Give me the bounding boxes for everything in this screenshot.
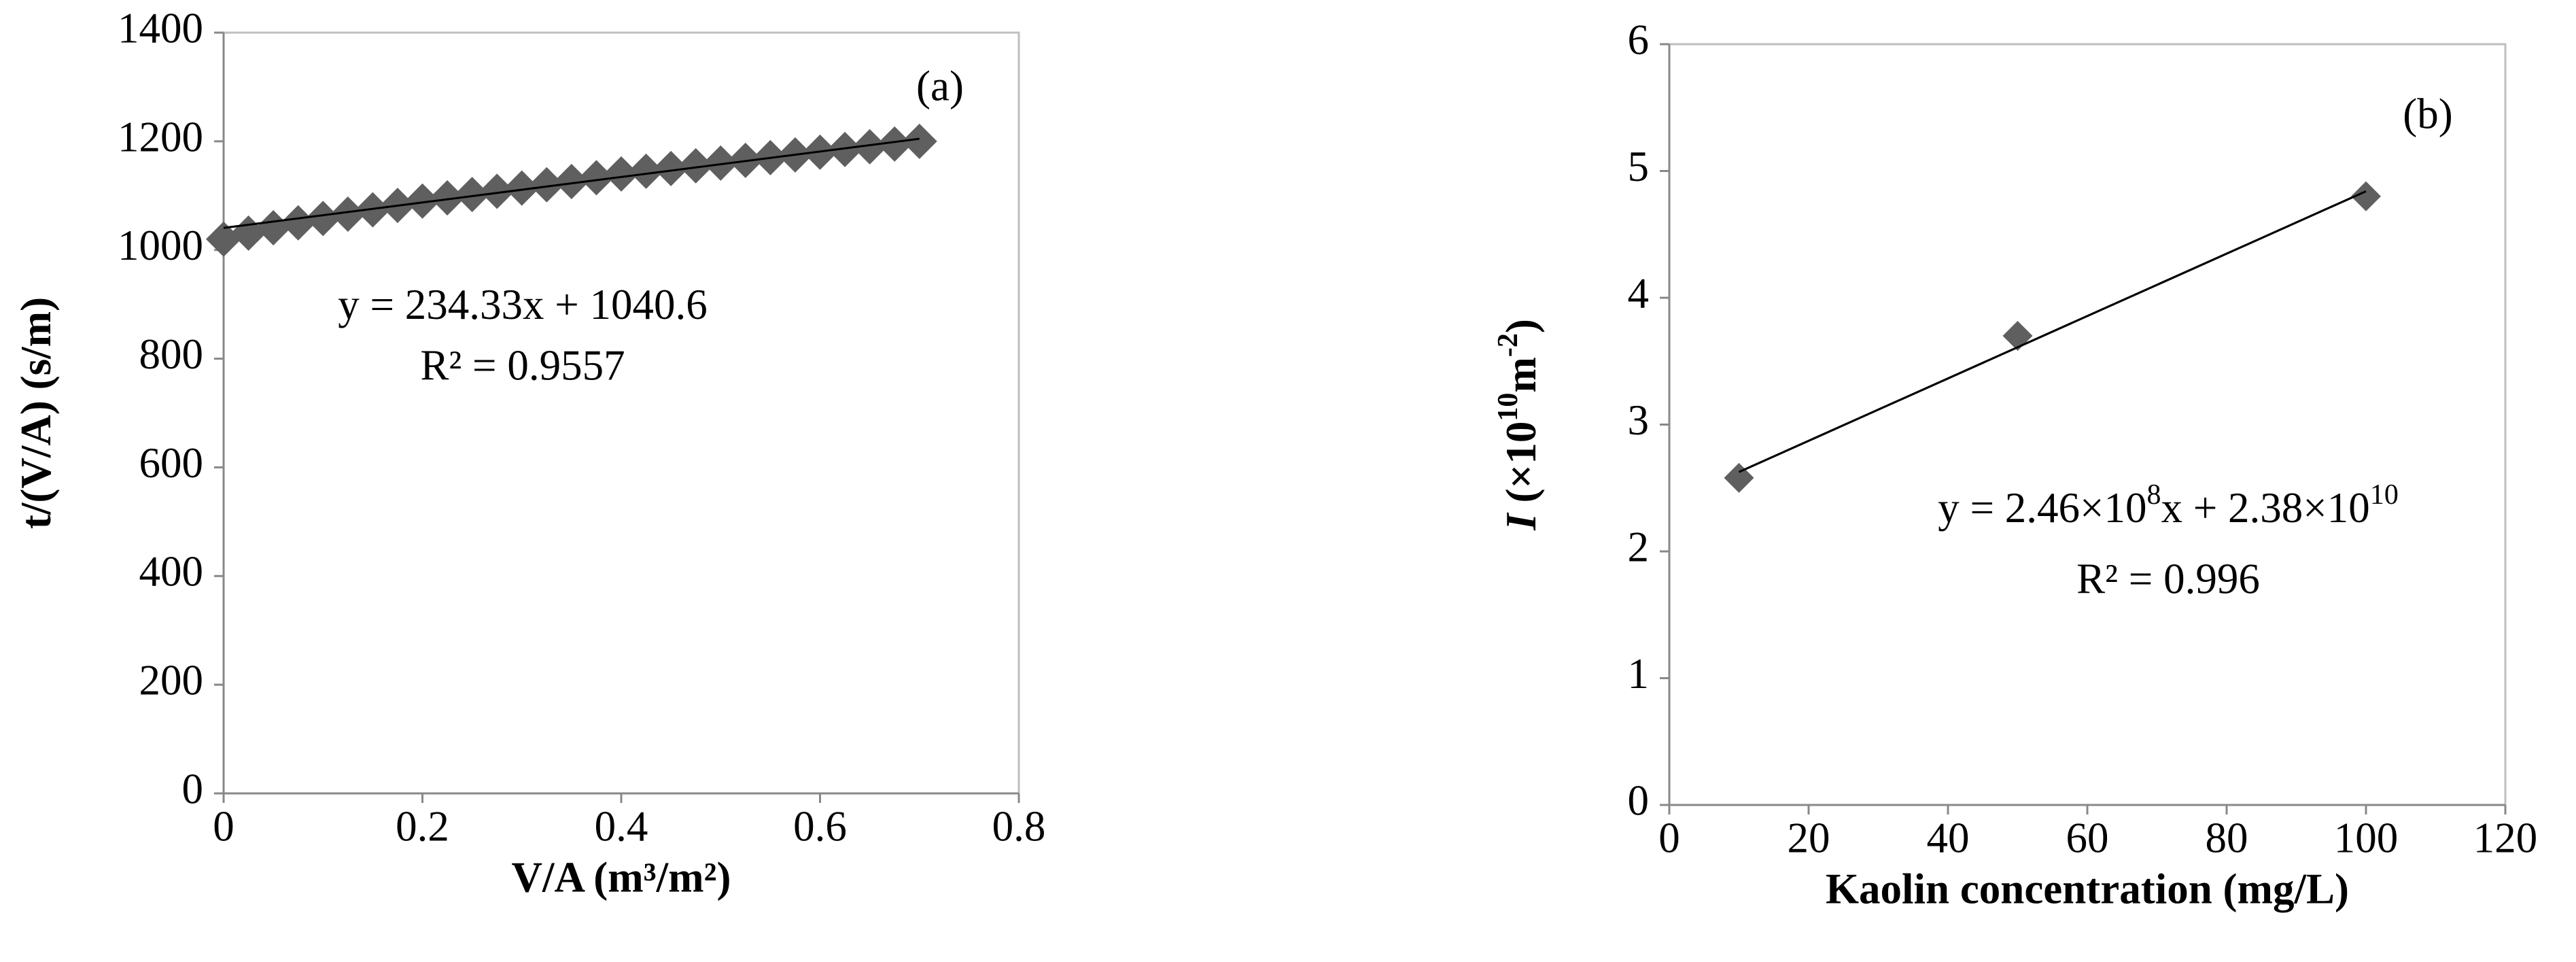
y-tick-label: 1	[1628, 650, 1650, 698]
label-part: I	[1497, 512, 1545, 531]
x-tick-label: 120	[2473, 814, 2538, 861]
marker	[206, 221, 241, 257]
marker	[330, 196, 366, 232]
r-squared: R² = 0.9557	[420, 341, 625, 389]
y-axis-label: I (×1010m-2)	[1493, 319, 1546, 531]
marker	[430, 179, 466, 216]
label-part: 8	[2147, 479, 2161, 511]
label-part: -2	[1493, 333, 1524, 357]
label-part: t/(V/A) (s/m)	[12, 297, 60, 529]
r-squared: R² = 0.996	[2076, 555, 2260, 602]
x-tick-label: 20	[1788, 814, 1830, 861]
x-tick-label: 0.8	[992, 802, 1046, 850]
x-axis-label: V/A (m³/m²)	[512, 853, 731, 901]
marker	[578, 160, 614, 196]
marker	[280, 205, 316, 241]
y-tick-label: 600	[139, 439, 204, 487]
y-axis-label: t/(V/A) (s/m)	[12, 297, 60, 529]
x-tick-label: 40	[1927, 814, 1970, 861]
trend-equation: y = 2.46×108x + 2.38×1010	[1938, 479, 2399, 532]
marker	[404, 183, 440, 219]
y-tick-label: 2	[1628, 523, 1650, 570]
x-tick-label: 0.6	[793, 802, 847, 850]
marker	[901, 123, 937, 159]
marker	[305, 201, 341, 237]
marker	[852, 128, 888, 165]
y-tick-label: 0	[182, 765, 204, 812]
label-part: y = 234.33x + 1040.6	[338, 281, 708, 328]
marker	[529, 167, 565, 203]
x-tick-label: 0	[213, 802, 234, 850]
marker	[479, 173, 515, 209]
label-part: m	[1497, 357, 1545, 392]
y-tick-label: 5	[1628, 143, 1650, 190]
x-tick-label: 60	[2066, 814, 2109, 861]
x-tick-label: 0.4	[595, 802, 648, 850]
label-part: x + 2.38×10	[2161, 484, 2370, 532]
marker	[454, 177, 490, 213]
x-tick-label: 0	[1658, 814, 1680, 861]
plot-frame	[1668, 43, 2507, 806]
y-tick-label: 800	[139, 330, 204, 378]
marker	[703, 145, 739, 181]
trendline-overlay	[223, 137, 920, 229]
marker	[2351, 181, 2381, 211]
x-axis-label: Kaolin concentration (mg/L)	[1826, 865, 2349, 912]
y-tick-label: 6	[1628, 16, 1650, 63]
marker	[256, 209, 292, 245]
y-tick-label: 1000	[118, 222, 203, 269]
marker	[504, 170, 540, 206]
y-tick-label: 4	[1628, 269, 1650, 317]
y-tick-label: 1200	[118, 113, 203, 160]
y-tick-label: 3	[1628, 396, 1650, 444]
y-tick-label: 0	[1628, 776, 1650, 824]
marker	[604, 156, 639, 192]
trend-equation: y = 234.33x + 1040.6	[338, 281, 708, 328]
marker	[553, 164, 589, 200]
marker	[628, 153, 664, 189]
marker	[678, 148, 714, 184]
label-part: y = 2.46×10	[1938, 484, 2146, 532]
marker	[230, 215, 266, 251]
marker	[1724, 462, 1754, 493]
label-part: 10	[1493, 393, 1524, 422]
label-part: (×10	[1497, 422, 1545, 514]
x-tick-label: 0.2	[396, 802, 449, 850]
marker	[827, 131, 863, 167]
label-part: )	[1497, 319, 1545, 333]
panel-label: (a)	[916, 62, 964, 109]
marker	[877, 126, 913, 162]
y-tick-label: 400	[139, 548, 204, 596]
panel-label: (b)	[2403, 90, 2452, 137]
x-tick-label: 80	[2206, 814, 2248, 861]
marker	[653, 150, 689, 186]
label-part: 10	[2370, 479, 2399, 511]
x-tick-label: 100	[2334, 814, 2399, 861]
trendline-overlay	[1738, 190, 2367, 473]
y-tick-label: 1400	[118, 4, 203, 52]
y-tick-label: 200	[139, 657, 204, 704]
